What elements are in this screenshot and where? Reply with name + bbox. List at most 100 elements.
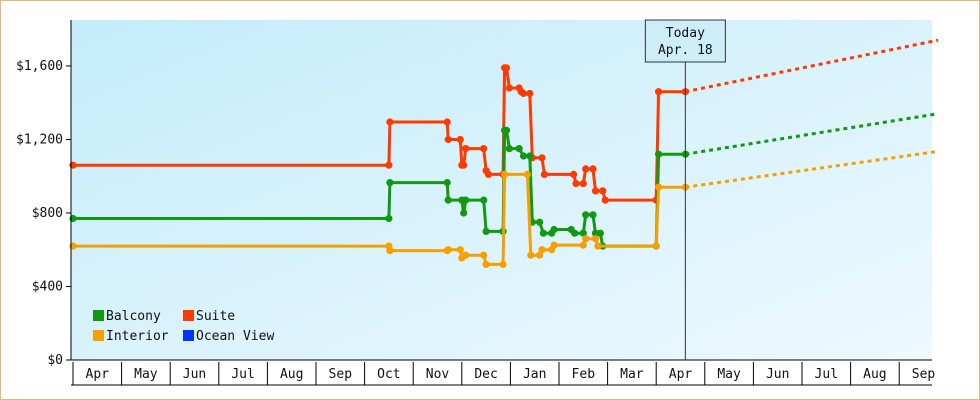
data-point-balcony (444, 196, 452, 204)
data-point-suite (599, 187, 607, 195)
y-tick-label: $0 (47, 353, 63, 368)
data-point-suite (444, 135, 452, 144)
month-label: Jul (815, 367, 838, 382)
data-point-balcony (589, 211, 597, 219)
month-label: Jun (766, 367, 789, 382)
data-point-balcony (460, 209, 468, 217)
month-label: Jul (231, 367, 254, 382)
data-point-interior (655, 183, 663, 191)
axes-layer: $0 $400 $800 $1,200 $1,600 Apr May Jun Jul Aug Sep… (16, 20, 936, 386)
month-label: Dec (474, 367, 497, 382)
data-point-suite (480, 145, 488, 153)
data-point-interior (579, 241, 587, 249)
data-point-balcony (482, 227, 490, 235)
y-tick-label: $1,600 (16, 59, 63, 74)
legend-swatch-ocean-view (183, 330, 194, 341)
data-point-suite (505, 84, 513, 92)
data-point-balcony (69, 214, 77, 223)
month-label: Apr (669, 367, 693, 382)
today-box (644, 19, 726, 63)
today-marker: Today Apr. 18 (644, 19, 726, 360)
data-point-interior (523, 170, 532, 178)
data-point-suite (526, 89, 534, 98)
data-point-suite (570, 170, 578, 178)
data-point-interior (594, 242, 602, 250)
data-point-suite (456, 135, 464, 144)
data-point-suite (582, 165, 590, 173)
data-point-interior (501, 170, 509, 178)
legend-swatch-interior (93, 330, 104, 341)
data-point-balcony (386, 179, 394, 187)
legend-swatch-suite (183, 310, 194, 321)
month-label: Sep (329, 367, 353, 382)
data-point-suite (462, 145, 470, 153)
data-point-balcony (526, 152, 534, 160)
data-point-balcony (519, 152, 528, 160)
series-projection-interior (685, 149, 939, 189)
data-point-interior (499, 260, 507, 268)
data-point-balcony (582, 211, 590, 219)
data-point-interior (536, 251, 544, 259)
data-point-balcony (385, 214, 393, 223)
data-point-suite (655, 88, 663, 96)
data-point-interior (591, 235, 600, 243)
data-point-interior (480, 251, 488, 259)
data-point-balcony (515, 145, 523, 153)
data-point-balcony (579, 229, 587, 237)
month-label: Jan (523, 367, 546, 382)
data-point-interior (527, 251, 535, 259)
today-date: Apr. 18 (658, 43, 713, 58)
data-point-suite (443, 118, 451, 126)
legend-swatch-balcony (93, 310, 104, 321)
data-point-interior (652, 242, 660, 250)
month-label: Sep (912, 367, 936, 382)
data-point-suite (591, 187, 600, 195)
data-point-suite (572, 180, 580, 188)
data-point-suite (589, 165, 597, 173)
y-tick-label: $800 (32, 206, 63, 221)
data-point-balcony (596, 229, 604, 237)
legend: Balcony Suite Interior Ocean View (93, 309, 274, 344)
data-point-suite (579, 180, 587, 188)
data-point-interior (444, 246, 452, 254)
month-label: Jun (183, 367, 206, 382)
data-point-balcony (443, 179, 451, 187)
data-point-suite (460, 161, 468, 169)
data-point-interior (582, 235, 590, 243)
data-point-balcony (462, 196, 470, 204)
data-point-suite (502, 64, 511, 72)
data-point-balcony (571, 229, 579, 237)
data-point-suite (538, 154, 546, 162)
data-point-interior (386, 247, 394, 255)
data-point-balcony (539, 229, 548, 237)
data-point-interior (482, 260, 490, 268)
legend-label: Ocean View (196, 329, 274, 344)
data-point-suite (385, 161, 393, 169)
data-point-suite (540, 170, 549, 178)
data-point-suite (69, 161, 77, 169)
month-label: May (717, 367, 741, 382)
month-label: Aug (280, 367, 303, 382)
data-point-suite (601, 196, 609, 204)
series-layer (69, 38, 939, 268)
data-point-interior (538, 246, 546, 254)
data-point-interior (456, 246, 464, 254)
legend-label: Interior (106, 329, 169, 344)
legend-label: Suite (196, 309, 235, 324)
series-projection-suite (685, 38, 939, 94)
data-point-interior (462, 251, 470, 259)
data-point-suite (519, 89, 528, 98)
data-point-balcony (502, 126, 511, 134)
y-tick-label: $1,200 (16, 132, 63, 147)
data-point-balcony (550, 225, 558, 234)
month-label: May (134, 367, 158, 382)
data-point-balcony (655, 150, 663, 158)
data-point-balcony (480, 196, 488, 204)
data-point-interior (550, 241, 558, 249)
data-point-balcony (505, 145, 513, 153)
data-point-interior (69, 242, 77, 250)
today-label: Today (666, 26, 705, 41)
data-point-suite (386, 118, 394, 126)
y-tick-label: $400 (32, 279, 63, 294)
data-point-balcony (536, 218, 544, 226)
